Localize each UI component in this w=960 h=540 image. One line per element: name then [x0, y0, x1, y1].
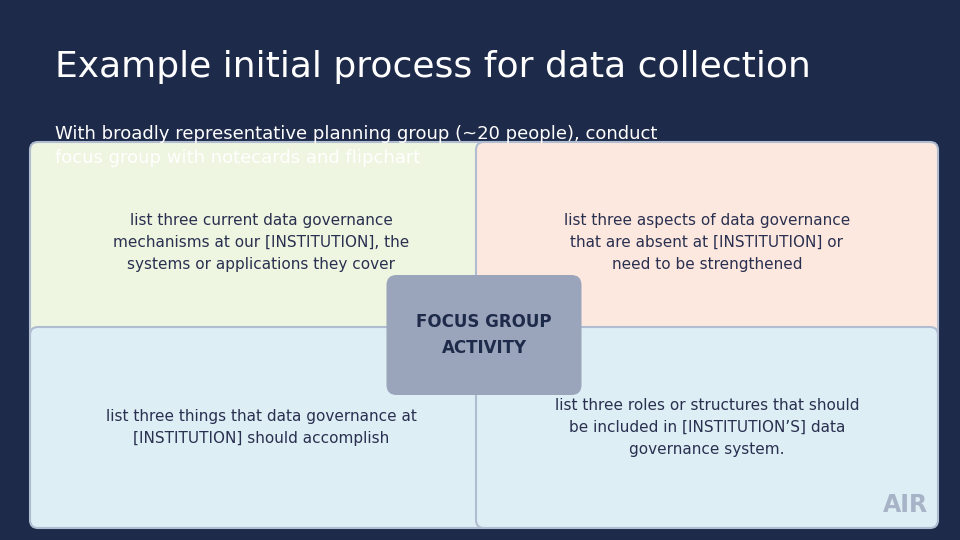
- FancyBboxPatch shape: [30, 327, 492, 528]
- Text: list three things that data governance at
[INSTITUTION] should accomplish: list three things that data governance a…: [106, 409, 417, 446]
- Text: list three current data governance
mechanisms at our [INSTITUTION], the
systems : list three current data governance mecha…: [113, 213, 409, 272]
- Text: AIR: AIR: [882, 493, 927, 517]
- FancyBboxPatch shape: [387, 275, 582, 395]
- FancyBboxPatch shape: [476, 327, 938, 528]
- FancyBboxPatch shape: [476, 142, 938, 343]
- FancyBboxPatch shape: [30, 142, 492, 343]
- Text: list three aspects of data governance
that are absent at [INSTITUTION] or
need t: list three aspects of data governance th…: [564, 213, 851, 272]
- Text: FOCUS GROUP
ACTIVITY: FOCUS GROUP ACTIVITY: [417, 313, 552, 357]
- Text: list three roles or structures that should
be included in [INSTITUTION’S] data
g: list three roles or structures that shou…: [555, 398, 859, 457]
- Text: Example initial process for data collection: Example initial process for data collect…: [55, 50, 811, 84]
- Text: With broadly representative planning group (~20 people), conduct
focus group wit: With broadly representative planning gro…: [55, 125, 658, 167]
